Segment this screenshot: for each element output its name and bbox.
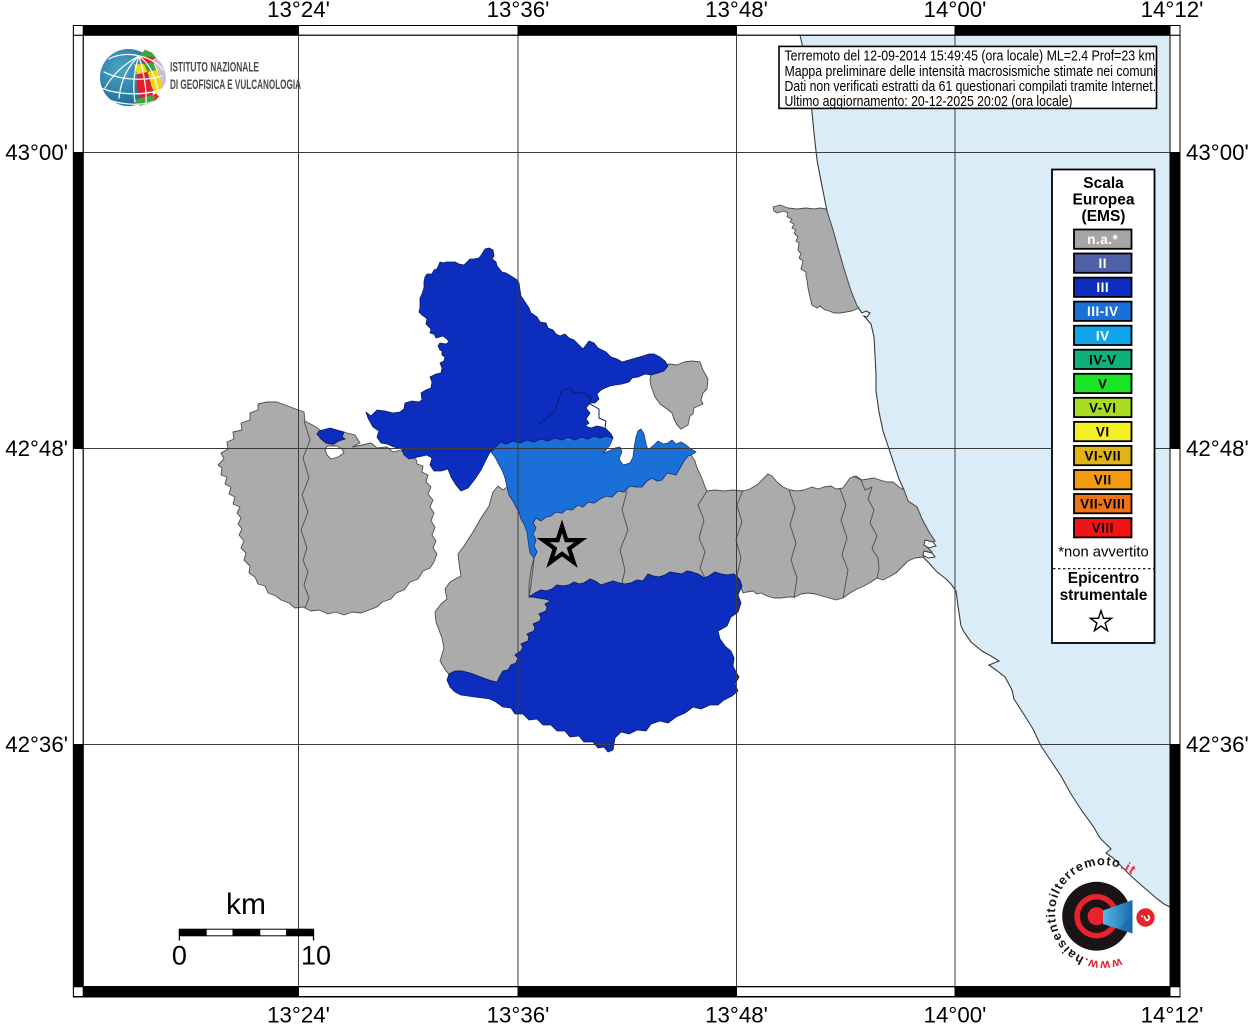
svg-text:42°36': 42°36'	[1186, 732, 1249, 757]
svg-text:13°24': 13°24'	[267, 0, 330, 22]
svg-text:42°36': 42°36'	[5, 732, 68, 757]
svg-text:14°12': 14°12'	[1141, 1002, 1204, 1024]
svg-text:n.a.*: n.a.*	[1087, 232, 1118, 247]
svg-text:III: III	[1096, 280, 1109, 295]
svg-text:13°48': 13°48'	[705, 1002, 768, 1024]
svg-text:43°00': 43°00'	[1186, 140, 1249, 165]
svg-text:42°48': 42°48'	[1186, 436, 1249, 461]
svg-text:VII: VII	[1094, 473, 1112, 488]
svg-text:VIII: VIII	[1092, 521, 1114, 536]
svg-text:13°36': 13°36'	[487, 0, 550, 22]
svg-text:14°12': 14°12'	[1141, 0, 1204, 22]
svg-text:VI: VI	[1096, 425, 1110, 440]
svg-text:14°00': 14°00'	[924, 1002, 987, 1024]
svg-text:IV-V: IV-V	[1089, 352, 1117, 367]
svg-text:0: 0	[172, 941, 187, 971]
svg-text:43°00': 43°00'	[5, 140, 68, 165]
svg-text:III-IV: III-IV	[1087, 304, 1119, 319]
svg-text:13°24': 13°24'	[267, 1002, 330, 1024]
svg-text:ISTITUTO NAZIONALE: ISTITUTO NAZIONALE	[170, 60, 259, 75]
svg-text:14°00': 14°00'	[924, 0, 987, 22]
svg-text:42°48': 42°48'	[5, 436, 68, 461]
svg-text:km: km	[226, 888, 266, 921]
svg-text:Ultimo aggiornamento: 20-12-20: Ultimo aggiornamento: 20-12-2025 20:02 (…	[785, 94, 1073, 110]
svg-text:?: ?	[1137, 912, 1154, 924]
svg-text:(EMS): (EMS)	[1082, 208, 1126, 225]
svg-text:strumentale: strumentale	[1060, 587, 1148, 604]
svg-text:V-VI: V-VI	[1089, 400, 1117, 415]
svg-text:*non avvertito: *non avvertito	[1058, 545, 1148, 561]
svg-text:13°48': 13°48'	[705, 0, 768, 22]
svg-text:VII-VIII: VII-VIII	[1080, 497, 1125, 512]
svg-text:IV: IV	[1096, 328, 1110, 343]
svg-text:DI GEOFISICA E VULCANOLOGIA: DI GEOFISICA E VULCANOLOGIA	[170, 77, 301, 92]
svg-text:13°36': 13°36'	[487, 1002, 550, 1024]
svg-text:Europea: Europea	[1072, 191, 1134, 208]
svg-text:10: 10	[301, 941, 331, 971]
svg-text:VI-VII: VI-VII	[1084, 449, 1121, 464]
svg-text:Scala: Scala	[1083, 175, 1124, 192]
svg-text:Dati non verificati estratti d: Dati non verificati estratti da 61 quest…	[785, 79, 1157, 95]
svg-text:Terremoto del 12-09-2014 15:49: Terremoto del 12-09-2014 15:49:45 (ora l…	[785, 49, 1156, 65]
svg-text:V: V	[1098, 376, 1108, 391]
svg-text:Epicentro: Epicentro	[1068, 570, 1139, 587]
svg-text:II: II	[1098, 256, 1107, 271]
svg-text:Mappa preliminare delle intens: Mappa preliminare delle intensità macros…	[785, 64, 1157, 80]
